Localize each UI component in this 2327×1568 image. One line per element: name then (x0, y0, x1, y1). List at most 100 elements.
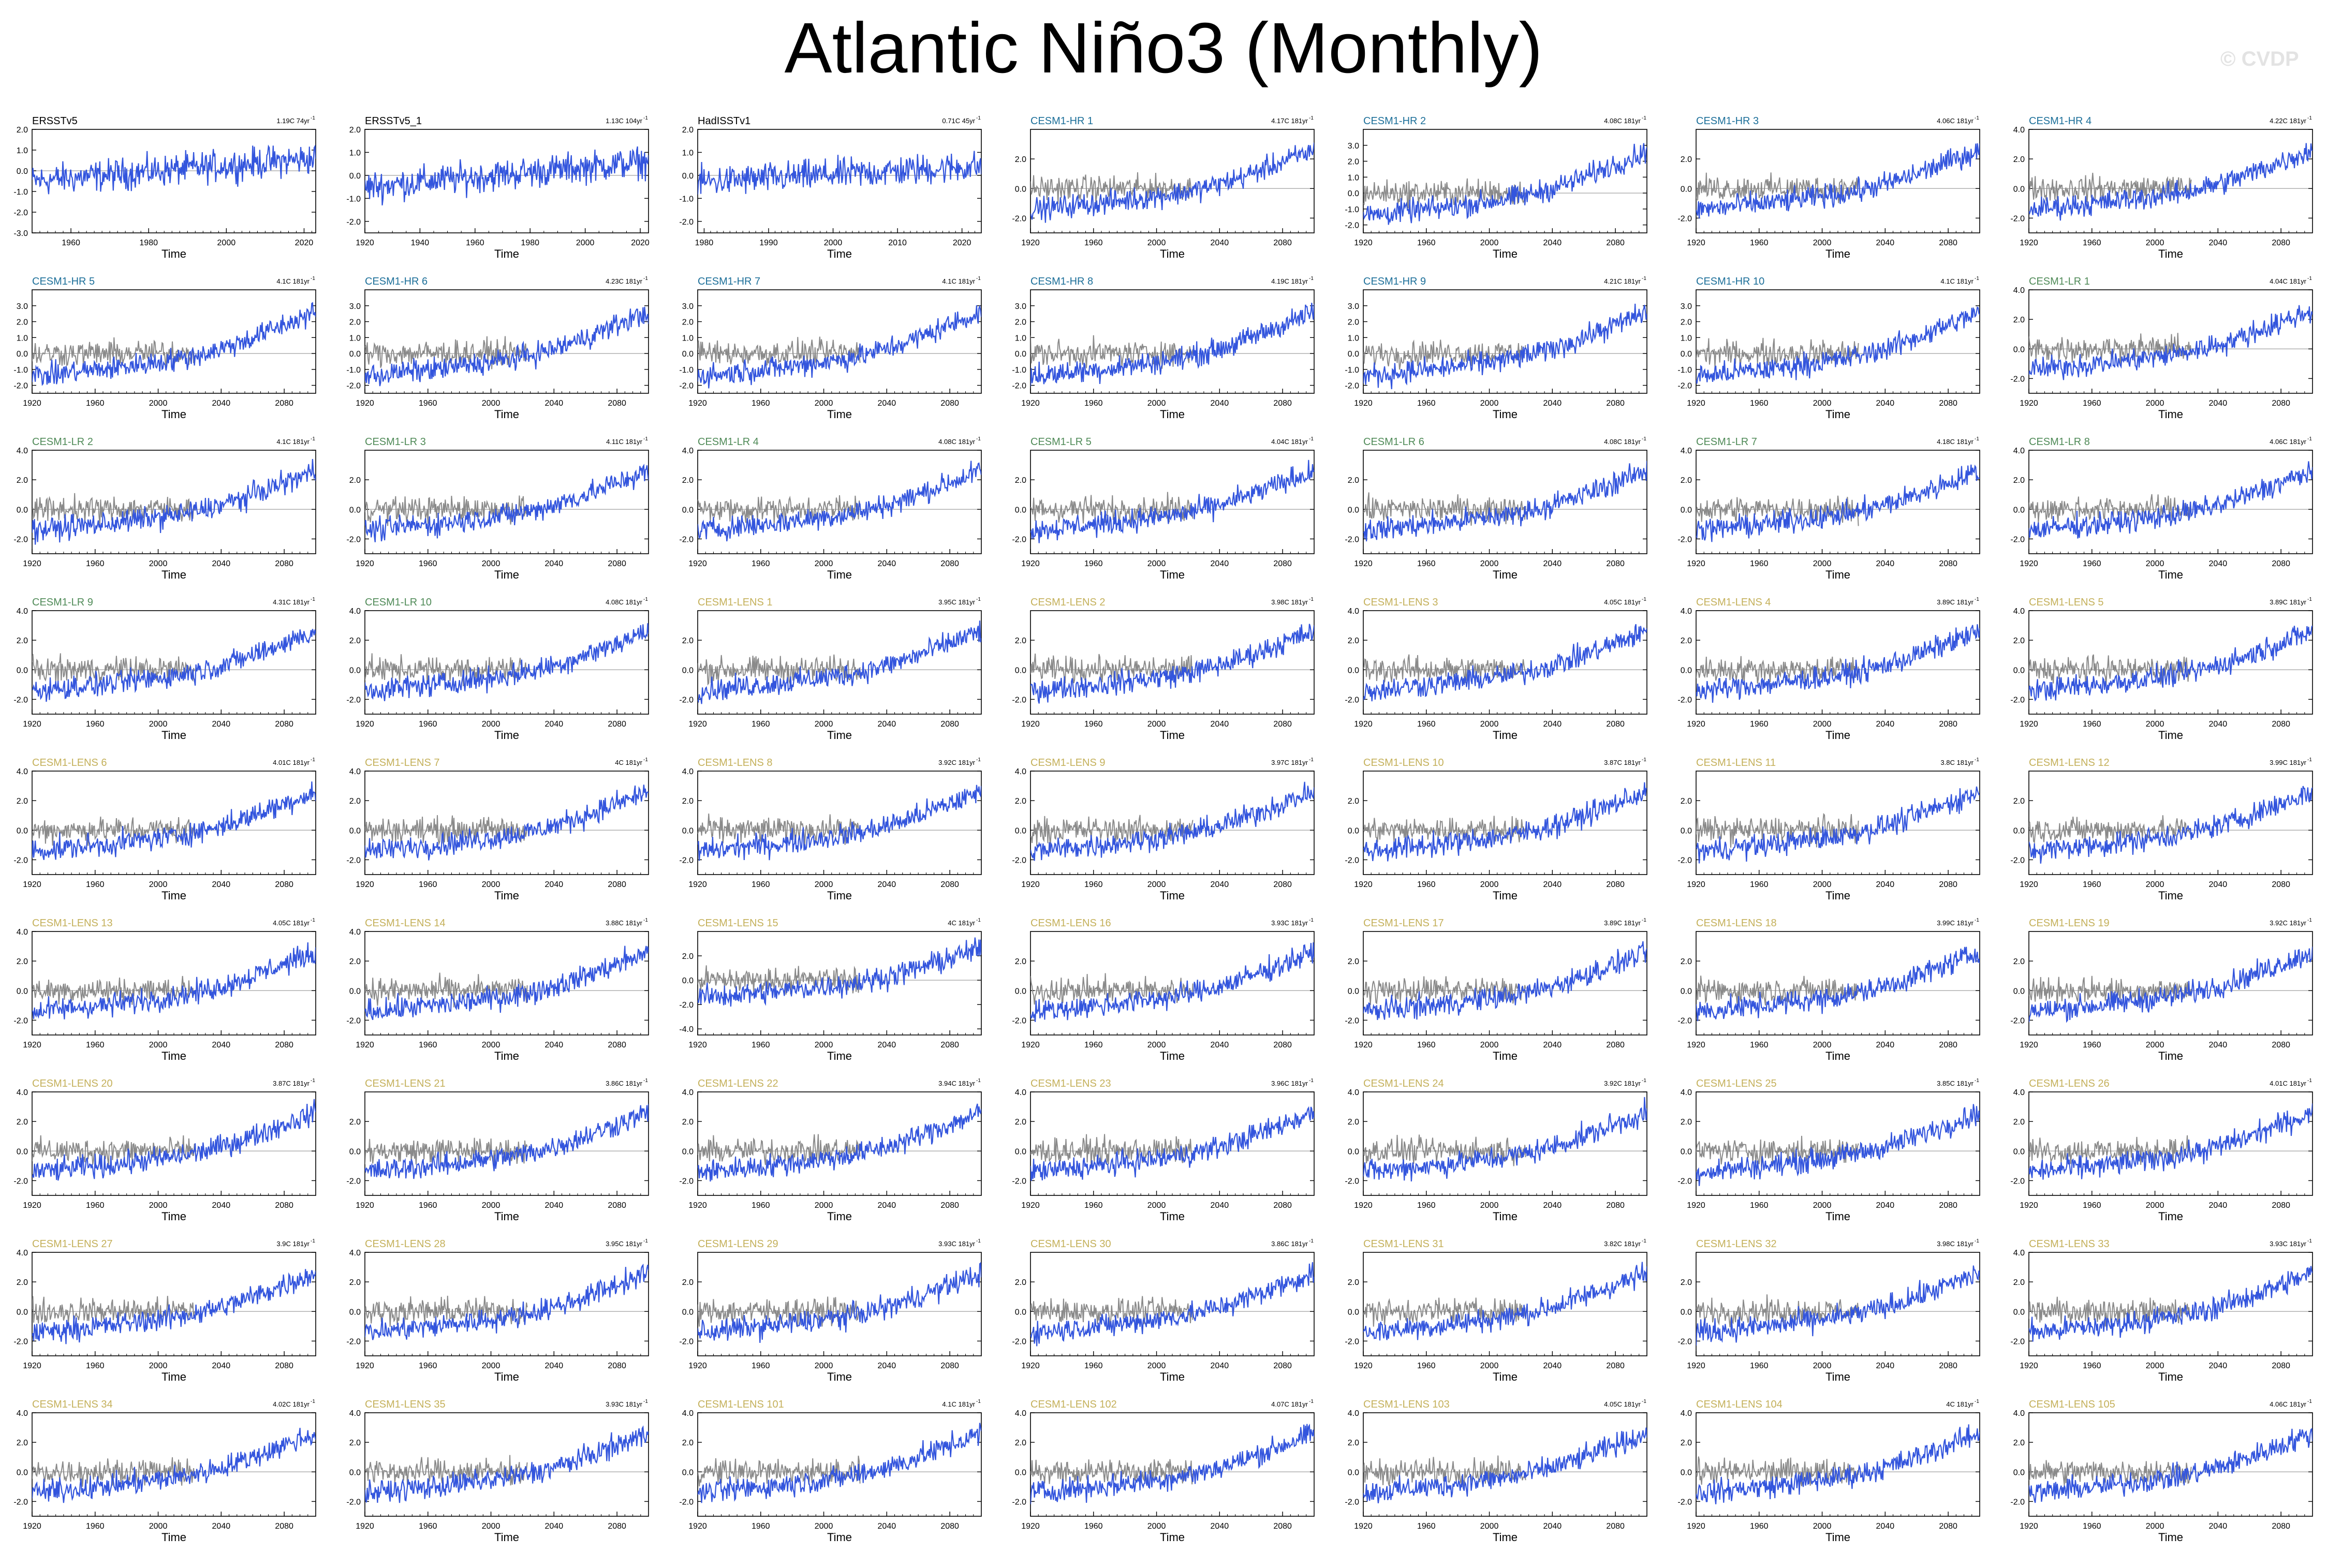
series-line (2029, 1428, 2313, 1503)
panel: CESM1-LENS 33 3.93C 181yr -1 4.0 2.0 0.0 -2.0 1… (2010, 1238, 2313, 1383)
trend-label: 3.96C 181yr (1271, 1079, 1308, 1087)
panel: CESM1-LENS 12 3.99C 181yr -1 2.0 0.0 -2.0 1920… (2010, 757, 2313, 902)
trend-label: 3.95C 181yr (606, 1240, 642, 1248)
x-tick-label: 2000 (1813, 1362, 1832, 1370)
y-tick-label: -1.0 (1677, 366, 1692, 375)
y-tick-label: 4.0 (1681, 607, 1692, 616)
y-tick-label: 2.0 (2013, 957, 2025, 966)
series-line (32, 1099, 316, 1181)
x-tick-label: 2000 (1813, 1041, 1832, 1049)
x-tick-label: 2010 (888, 239, 907, 247)
plot-frame (1696, 1412, 1980, 1517)
y-tick-label: 2.0 (2013, 1118, 2025, 1127)
y-tick-label: 2.0 (17, 1439, 28, 1447)
y-tick-label: 2.0 (1015, 318, 1026, 327)
panel: HadISSTv1 0.71C 45yr -1 2.0 1.0 0.0 -1.0 -2.0 19… (679, 115, 982, 260)
panel: CESM1-LR 8 4.06C 181yr -1 4.0 2.0 0.0 -2.0 1920… (2010, 436, 2313, 581)
trend-exponent: -1 (976, 115, 981, 121)
panel: CESM1-LENS 7 4C 181yr -1 4.0 2.0 0.0 -2.0 1920 1… (346, 757, 649, 902)
y-tick-label: 1.0 (17, 146, 28, 155)
x-tick-label: 1960 (752, 399, 770, 408)
x-tick-label: 2000 (1813, 880, 1832, 889)
x-tick-label: 2040 (1211, 720, 1229, 729)
trend-label: 4.22C 181yr (2270, 117, 2306, 125)
y-tick-label: 0.0 (1681, 826, 1692, 835)
trend-exponent: -1 (1309, 115, 1314, 121)
x-tick-label: 1920 (1354, 1041, 1373, 1049)
series-line (1696, 1104, 1980, 1186)
trend-label: 3.8C 181yr (1940, 759, 1973, 766)
x-tick-label: 2080 (608, 559, 626, 568)
plot-frame (1696, 1252, 1980, 1356)
y-tick-label: 2.0 (17, 957, 28, 966)
trend-label: 3.98C 181yr (1271, 598, 1308, 606)
x-tick-label: 1920 (2020, 720, 2038, 729)
x-tick-label: 1980 (521, 239, 539, 247)
x-tick-label: 2040 (1211, 1201, 1229, 1210)
x-tick-label: 1920 (2020, 1201, 2038, 1210)
x-tick-label: 1920 (356, 880, 374, 889)
y-tick-label: 0.0 (349, 987, 361, 996)
plot-frame (697, 610, 982, 715)
y-tick-label: 4.0 (349, 1249, 361, 1258)
panel: CESM1-LENS 27 3.9C 181yr -1 4.0 2.0 0.0 -2.0 19… (13, 1238, 316, 1383)
trend-exponent: -1 (1642, 1078, 1646, 1084)
y-tick-label: 0.0 (1015, 987, 1026, 996)
y-tick-label: 0.0 (349, 666, 361, 675)
trend-exponent: -1 (643, 1238, 648, 1244)
x-tick-label: 1960 (2083, 239, 2101, 247)
trend-exponent: -1 (643, 276, 648, 282)
x-tick-label: 1920 (356, 1362, 374, 1370)
panel-label: CESM1-HR 2 (1363, 115, 1426, 127)
panel-label: CESM1-LENS 3 (1363, 597, 1438, 608)
y-tick-label: 1.0 (1681, 334, 1692, 343)
observed-series-line (698, 495, 861, 525)
plot-frame (1696, 289, 1980, 394)
x-axis-label: Time (2158, 1370, 2183, 1383)
plot-frame (1030, 289, 1315, 394)
y-tick-label: 2.0 (1348, 957, 1359, 966)
panel-label: CESM1-LENS 7 (365, 757, 440, 768)
panel-label: CESM1-HR 9 (1363, 276, 1426, 287)
x-tick-label: 2080 (1606, 1041, 1625, 1049)
panel-label: CESM1-LENS 15 (698, 918, 778, 929)
plot-frame (364, 931, 649, 1036)
series-line (1363, 941, 1647, 1020)
x-tick-label: 2040 (545, 1522, 564, 1531)
x-tick-label: 2000 (1480, 1362, 1499, 1370)
x-tick-label: 2000 (2146, 1522, 2164, 1531)
trend-exponent: -1 (311, 1078, 315, 1084)
y-tick-label: -2.0 (346, 1498, 361, 1506)
x-axis-label: Time (827, 568, 852, 581)
panel: CESM1-LR 5 4.04C 181yr -1 2.0 0.0 -2.0 1920 196… (1012, 436, 1315, 581)
y-tick-label: -2.0 (13, 1498, 28, 1506)
x-tick-label: 1920 (1687, 399, 1705, 408)
x-tick-label: 2040 (878, 880, 896, 889)
y-tick-label: -2.0 (1345, 382, 1359, 391)
y-tick-label: 0.0 (17, 350, 28, 359)
series-line (1696, 786, 1980, 864)
y-tick-label: 2.0 (17, 318, 28, 327)
trend-exponent: -1 (976, 597, 981, 602)
y-tick-label: -2.0 (13, 1337, 28, 1346)
y-tick-label: 2.0 (17, 476, 28, 485)
trend-label: 3.87C 181yr (1604, 759, 1641, 766)
x-tick-label: 2040 (878, 1522, 896, 1531)
panel: CESM1-HR 6 4.23C 181yr -1 3.0 2.0 1.0 0.0 -1.0 -… (346, 276, 649, 421)
y-tick-label: -2.0 (2010, 535, 2025, 544)
y-tick-label: 4.0 (682, 447, 694, 455)
y-tick-label: 0.0 (1015, 1308, 1026, 1316)
plot-frame (2028, 610, 2313, 715)
x-axis-label: Time (1493, 1531, 1518, 1544)
panel: CESM1-HR 2 4.08C 181yr -1 3.0 2.0 1.0 0.0 -1.0 -… (1345, 115, 1647, 260)
panel: CESM1-LENS 1 3.95C 181yr -1 2.0 0.0 -2.0 1920 1… (679, 597, 982, 742)
x-tick-label: 2080 (1939, 1522, 1957, 1531)
trend-exponent: -1 (1975, 276, 1979, 282)
y-tick-label: 2.0 (1015, 155, 1026, 164)
panel-label: CESM1-LR 2 (32, 436, 93, 448)
y-tick-label: 1.0 (1348, 334, 1359, 343)
y-tick-label: 0.0 (682, 172, 694, 181)
y-tick-label: -2.0 (2010, 856, 2025, 865)
plot-frame (1696, 931, 1980, 1036)
x-tick-label: 2000 (1147, 399, 1166, 408)
